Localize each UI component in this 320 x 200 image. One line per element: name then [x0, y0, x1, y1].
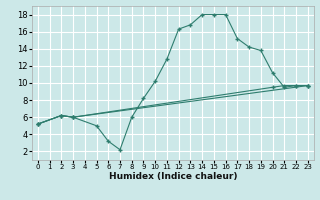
X-axis label: Humidex (Indice chaleur): Humidex (Indice chaleur): [108, 172, 237, 181]
